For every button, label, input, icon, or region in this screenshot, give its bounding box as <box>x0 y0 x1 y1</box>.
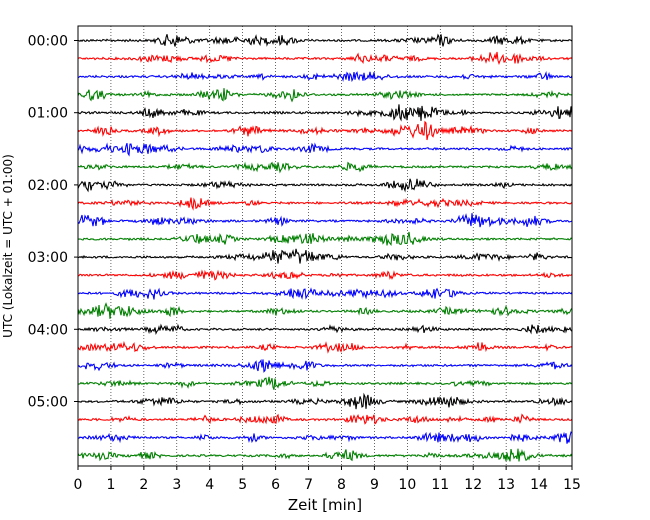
plot-frame <box>77 25 573 467</box>
seismogram-trace-22 <box>77 413 573 425</box>
plot-area <box>78 26 572 466</box>
x-tick-label: 10 <box>398 477 416 493</box>
x-tick-label: 6 <box>271 477 280 493</box>
seismogram-traces <box>77 33 573 462</box>
x-tick-label: 15 <box>563 477 581 493</box>
y-tick-label: 03:00 <box>28 250 68 266</box>
y-tick-label: 04:00 <box>28 322 68 338</box>
seismogram-trace-2 <box>77 51 573 65</box>
seismogram-trace-12 <box>77 231 573 247</box>
seismogram-trace-6 <box>77 120 573 141</box>
x-tick-label: 12 <box>464 477 482 493</box>
y-tick-label: 05:00 <box>28 395 68 411</box>
seismogram-trace-19 <box>77 358 573 373</box>
x-axis-label: Zeit [min] <box>288 496 362 514</box>
grid-lines <box>110 26 540 466</box>
seismogram-trace-18 <box>77 340 573 354</box>
y-tick-label: 02:00 <box>28 178 68 194</box>
x-tick-label: 0 <box>74 477 83 493</box>
y-axis-ticks: 00:00 01:00 02:00 03:00 04:00 05:00 <box>28 34 78 411</box>
x-tick-label: 1 <box>106 477 115 493</box>
x-tick-label: 11 <box>431 477 449 493</box>
x-tick-label: 14 <box>530 477 548 493</box>
x-tick-label: 4 <box>205 477 214 493</box>
x-tick-label: 8 <box>337 477 346 493</box>
x-tick-label: 2 <box>139 477 148 493</box>
y-axis-label: UTC (Lokalzeit = UTC + 01:00) <box>1 154 15 338</box>
seismogram-trace-1 <box>77 33 573 47</box>
seismogram-trace-20 <box>77 376 573 390</box>
seismogram-trace-10 <box>77 197 573 211</box>
seismogram-trace-14 <box>77 269 573 281</box>
seismogram-trace-5 <box>77 104 573 122</box>
seismogram-trace-21 <box>77 392 573 410</box>
x-tick-label: 13 <box>497 477 515 493</box>
seismogram-trace-15 <box>77 287 573 300</box>
seismogram-trace-16 <box>77 302 573 319</box>
x-axis-ticks: 0 1 2 3 4 5 6 7 8 9 10 11 12 13 14 15 <box>74 466 581 493</box>
seismogram-trace-3 <box>77 70 573 83</box>
seismogram-trace-9 <box>77 178 573 193</box>
y-tick-label: 00:00 <box>28 34 68 50</box>
seismogram-trace-4 <box>77 88 573 103</box>
seismogram-trace-8 <box>77 161 573 174</box>
x-tick-label: 3 <box>172 477 181 493</box>
seismogram-trace-23 <box>77 431 573 444</box>
y-tick-label: 01:00 <box>28 106 68 122</box>
seismogram-trace-13 <box>77 248 573 264</box>
seismogram-trace-17 <box>77 323 573 336</box>
seismogram-trace-24 <box>77 448 573 462</box>
x-tick-label: 7 <box>304 477 313 493</box>
x-tick-label: 9 <box>370 477 379 493</box>
x-tick-label: 5 <box>238 477 247 493</box>
seismogram-trace-7 <box>77 142 573 157</box>
seismogram-trace-11 <box>77 213 573 228</box>
